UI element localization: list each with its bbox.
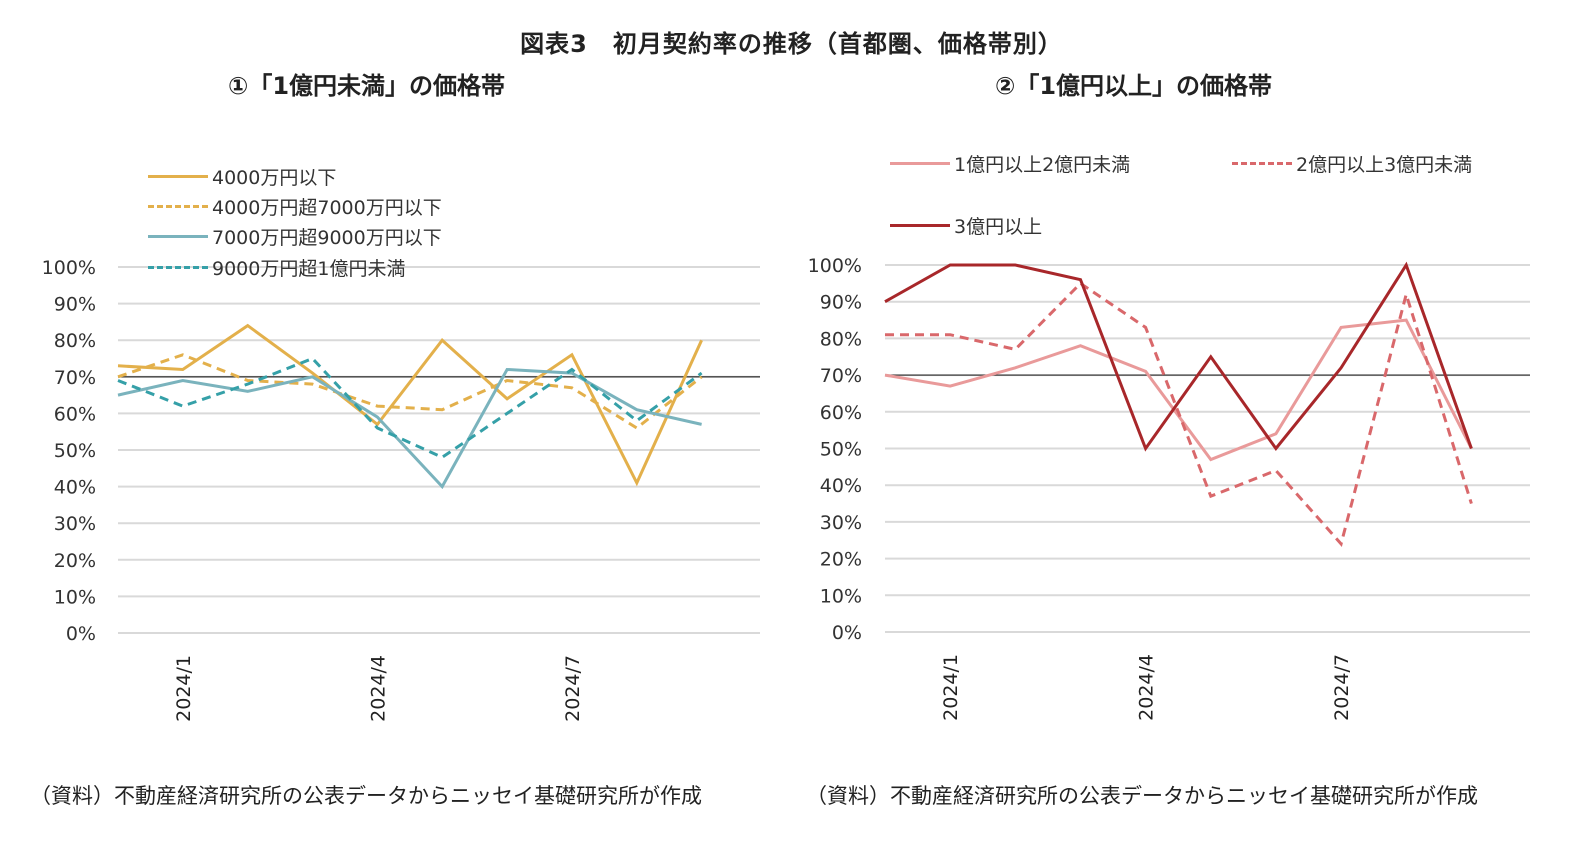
y-tick-label: 30% [54, 513, 96, 535]
legend-swatch [890, 224, 950, 227]
chart-title-left: ①「1億円未満」の価格帯 [228, 72, 506, 100]
y-tick-label: 50% [820, 439, 862, 461]
y-tick-label: 40% [820, 475, 862, 497]
series-line-2 [117, 353, 703, 430]
legend-label: 7000万円超9000万円以下 [212, 227, 442, 249]
y-tick-label: 100% [42, 257, 96, 279]
series-line-1 [117, 323, 703, 487]
legend-swatch [148, 266, 208, 269]
legend-item: 2億円以上3億円未満 [1232, 150, 1472, 177]
series-line-4 [117, 356, 703, 460]
y-tick-label: 70% [54, 367, 96, 389]
y-tick-label: 20% [54, 550, 96, 572]
legend-swatch [148, 205, 208, 208]
legend-swatch [148, 175, 208, 178]
legend-label: 2億円以上3億円未満 [1296, 154, 1473, 176]
series-line-3 [884, 261, 1473, 452]
series-line-2 [885, 281, 1473, 547]
legend-label: 4000万円以下 [212, 167, 337, 189]
y-tick-label: 70% [820, 365, 862, 387]
source-note-left: （資料）不動産経済研究所の公表データからニッセイ基礎研究所が作成 [30, 784, 702, 808]
x-tick-label: 2024/4 [367, 655, 389, 722]
y-tick-label: 100% [808, 255, 862, 277]
y-tick-label: 10% [54, 586, 96, 608]
legend-swatch [1232, 162, 1292, 165]
chart-left: 0% 10% 20% 30% 40% 50% 60% 70% 80% 90% 100% 2024/1 2… [42, 257, 760, 722]
legend-label: 9000万円超1億円未満 [212, 258, 406, 280]
legend-item: 3億円以上 [890, 212, 1042, 239]
x-tick-label: 2024/1 [940, 654, 962, 721]
y-tick-label: 30% [820, 512, 862, 534]
legend-label: 1億円以上2億円未満 [954, 154, 1131, 176]
legend-item: 7000万円超9000万円以下 [148, 223, 442, 250]
source-note-right: （資料）不動産経済研究所の公表データからニッセイ基礎研究所が作成 [806, 784, 1478, 808]
series-line-1 [884, 318, 1473, 462]
figure-title: 図表3 初月契約率の推移（首都圏、価格帯別） [520, 30, 1063, 58]
y-tick-label: 90% [820, 292, 862, 314]
legend-item: 1億円以上2億円未満 [890, 150, 1130, 177]
legend-item: 9000万円超1億円未満 [148, 254, 405, 281]
y-tick-label: 10% [820, 585, 862, 607]
legend-item: 4000万円超7000万円以下 [148, 193, 442, 220]
y-tick-label: 60% [820, 402, 862, 424]
y-tick-label: 80% [820, 328, 862, 350]
y-tick-label: 0% [66, 623, 96, 645]
x-tick-label: 2024/7 [1331, 654, 1353, 721]
y-tick-label: 0% [832, 622, 862, 644]
y-tick-label: 60% [54, 403, 96, 425]
y-tick-label: 90% [54, 294, 96, 316]
y-tick-label: 40% [54, 477, 96, 499]
chart-title-right: ②「1億円以上」の価格帯 [995, 72, 1273, 100]
series-line-3 [117, 367, 702, 490]
legend-swatch [148, 235, 208, 238]
x-tick-label: 2024/7 [562, 655, 584, 722]
legend-swatch [890, 162, 950, 165]
legend-label: 3億円以上 [954, 216, 1043, 238]
x-tick-label: 2024/4 [1136, 654, 1158, 721]
y-tick-label: 20% [820, 549, 862, 571]
legend-label: 4000万円超7000万円以下 [212, 197, 442, 219]
x-tick-label: 2024/1 [173, 655, 195, 722]
legend-item: 4000万円以下 [148, 163, 336, 190]
y-tick-label: 50% [54, 440, 96, 462]
y-tick-label: 80% [54, 330, 96, 352]
